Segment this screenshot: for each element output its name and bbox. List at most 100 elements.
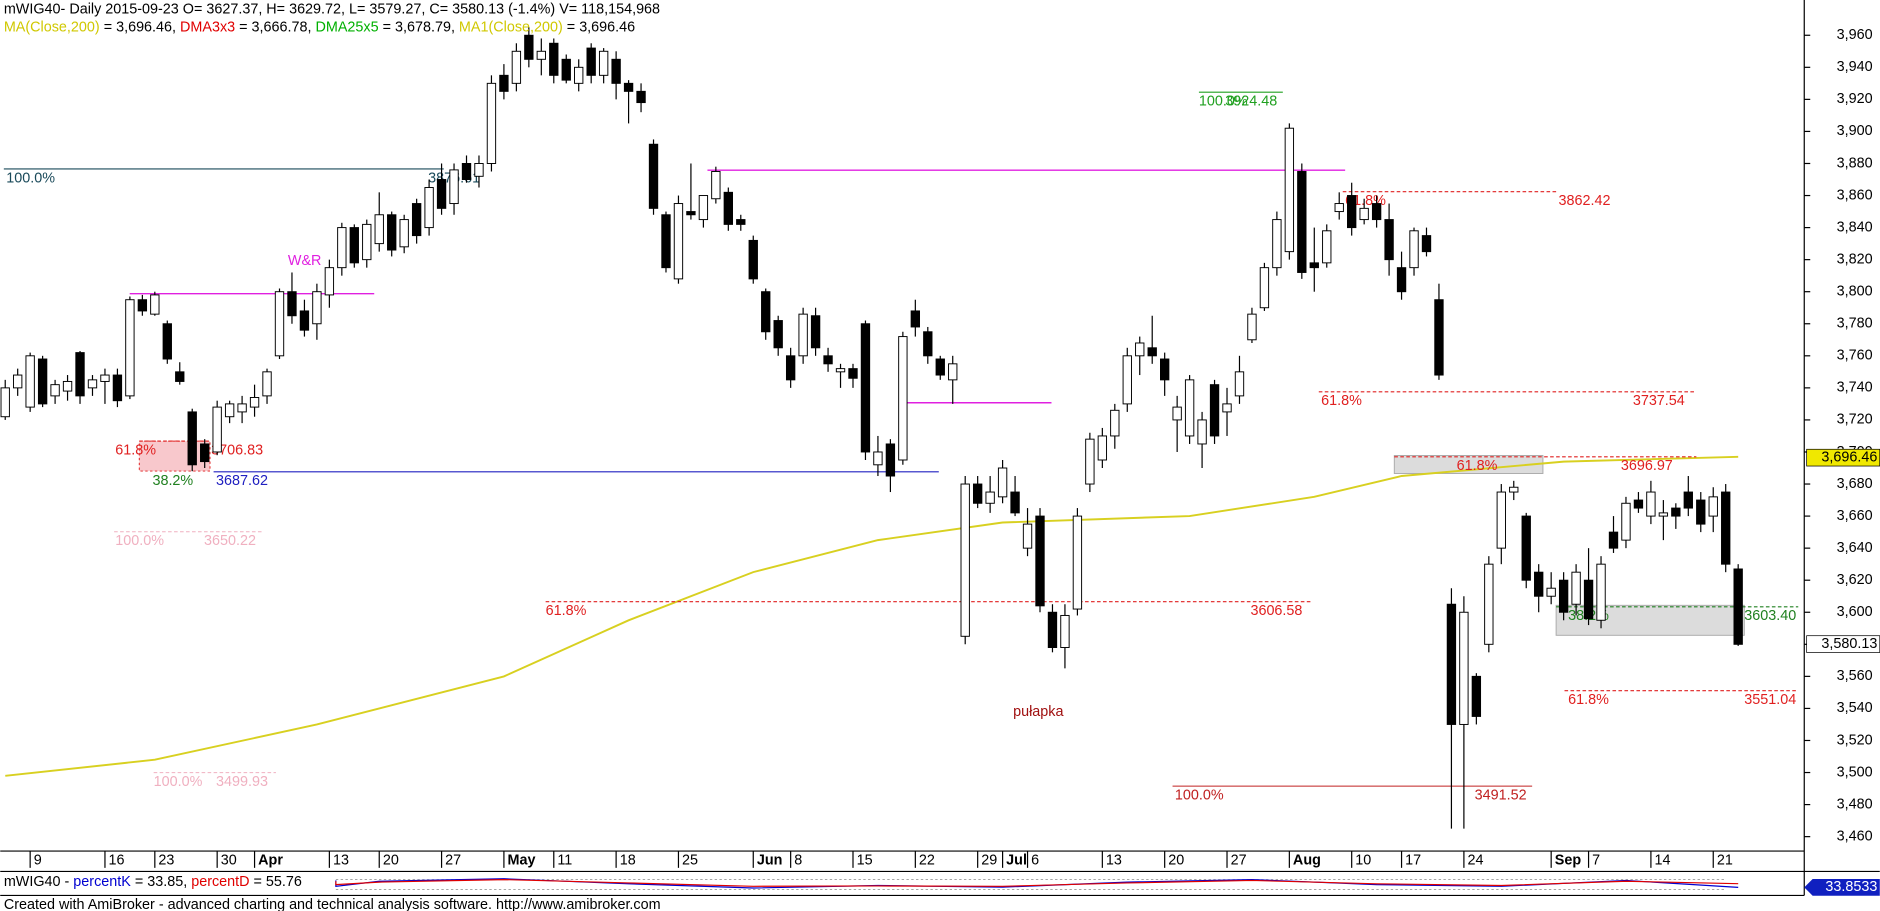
candle-body (761, 291, 771, 333)
candle-body (1122, 355, 1132, 405)
level-pct: 100.0% (115, 533, 164, 549)
x-tick-label: 20 (383, 852, 399, 868)
candle-body (910, 310, 921, 328)
candle-body (1135, 342, 1145, 357)
y-tick-label: 3,480 (1837, 796, 1873, 812)
candle-body (1060, 614, 1070, 648)
x-tick-label: 17 (1405, 852, 1421, 868)
level-pct: 100.0% (154, 774, 203, 790)
candle-body (299, 310, 310, 331)
x-tick-label: 14 (1654, 852, 1670, 868)
candle-body (1696, 499, 1706, 525)
x-tick-label: 21 (1717, 852, 1733, 868)
text-segment: percentD (191, 874, 249, 890)
indicator-last-label: 33.8533 (1825, 879, 1877, 895)
candle-body (249, 397, 260, 408)
candle-body (661, 214, 671, 269)
candle-body (1010, 491, 1020, 514)
y-tick-label: 3,920 (1837, 91, 1873, 107)
candle-body (798, 313, 808, 357)
candle-body (1646, 491, 1656, 517)
indicator-title: mWIG40 - percentK = 33.85, percentD = 55… (4, 874, 302, 890)
candle-body (1234, 371, 1245, 397)
candle-body (312, 291, 322, 325)
y-tick-label: 3,780 (1837, 316, 1873, 332)
ma-line (5, 455, 1739, 777)
candle-body (1085, 438, 1095, 485)
candle-body (935, 358, 945, 376)
price-label: 3,696.46 (1821, 449, 1877, 465)
text-segment: = 55.76 (250, 874, 302, 890)
candle-body (449, 169, 459, 205)
x-tick-label: 10 (1355, 852, 1371, 868)
y-tick-label: 3,560 (1837, 668, 1873, 684)
y-tick-label: 3,680 (1837, 476, 1873, 492)
y-tick-label: 3,860 (1837, 187, 1873, 203)
level-pct: 61.8% (546, 603, 587, 619)
level-pct: 61.8% (115, 442, 156, 458)
candle-body (125, 299, 135, 397)
level-price: 3650.22 (204, 533, 256, 549)
zone-box (138, 440, 211, 472)
y-tick-label: 3,460 (1837, 828, 1873, 844)
candle-body (1359, 207, 1369, 221)
candle-body (1671, 507, 1681, 517)
candle-body (848, 368, 858, 379)
x-tick-label: Jun (757, 852, 783, 868)
candle-body (873, 451, 883, 466)
candle-body (1384, 219, 1394, 261)
level-pct: 61.8% (1457, 458, 1498, 474)
candle-body (1509, 486, 1519, 493)
candle-body (374, 214, 384, 245)
level-price: 3606.58 (1250, 603, 1302, 619)
candle-body (623, 82, 634, 92)
candle-body (362, 223, 372, 261)
candle-body (187, 411, 197, 466)
candle-body (1247, 313, 1257, 341)
candle-body (1708, 496, 1718, 517)
text-segment: = 3,696.46, (100, 19, 180, 35)
candle-body (1546, 587, 1556, 597)
candle-body (37, 358, 48, 405)
candle-body (1421, 235, 1432, 253)
x-tick-label: 20 (1168, 852, 1184, 868)
candle-body (561, 58, 571, 81)
candle-body (1471, 675, 1482, 717)
candle-body (898, 336, 908, 461)
candle-body (972, 483, 983, 504)
text-segment: = 3,696.46 (563, 19, 635, 35)
candle-body (636, 90, 646, 104)
candle-body (1721, 491, 1731, 565)
candle-body (499, 74, 509, 92)
candle-body (524, 34, 534, 60)
candle-body (598, 50, 609, 76)
candle-body (611, 58, 621, 84)
candle-body (773, 320, 783, 349)
candle-body (1309, 262, 1319, 269)
candle-body (785, 355, 796, 381)
candle-body (1558, 579, 1569, 613)
candle-body (748, 239, 758, 280)
text-segment: mWIG40 - (4, 874, 73, 890)
text-segment: MA(Close,200) (4, 19, 100, 35)
candle-body (1733, 568, 1743, 645)
candle-body (461, 163, 472, 180)
candle-body (349, 227, 359, 264)
candle-body (411, 203, 422, 237)
candle-body (1297, 171, 1307, 273)
candle-body (1521, 515, 1531, 581)
y-tick-label: 3,620 (1837, 572, 1873, 588)
candle-body (150, 294, 160, 315)
plot: 100.0%3876.6161.8%3706.8338.2%3687.62100… (0, 27, 1799, 829)
x-tick-label: 30 (221, 852, 237, 868)
candle-body (1596, 563, 1606, 621)
candle-body (399, 219, 409, 248)
x-tick-label: Aug (1293, 852, 1321, 868)
candle-body (536, 50, 546, 60)
x-tick-label: Apr (258, 852, 283, 868)
x-tick-label: 11 (557, 852, 572, 868)
candle-body (1147, 347, 1157, 357)
candle-body (287, 291, 297, 317)
